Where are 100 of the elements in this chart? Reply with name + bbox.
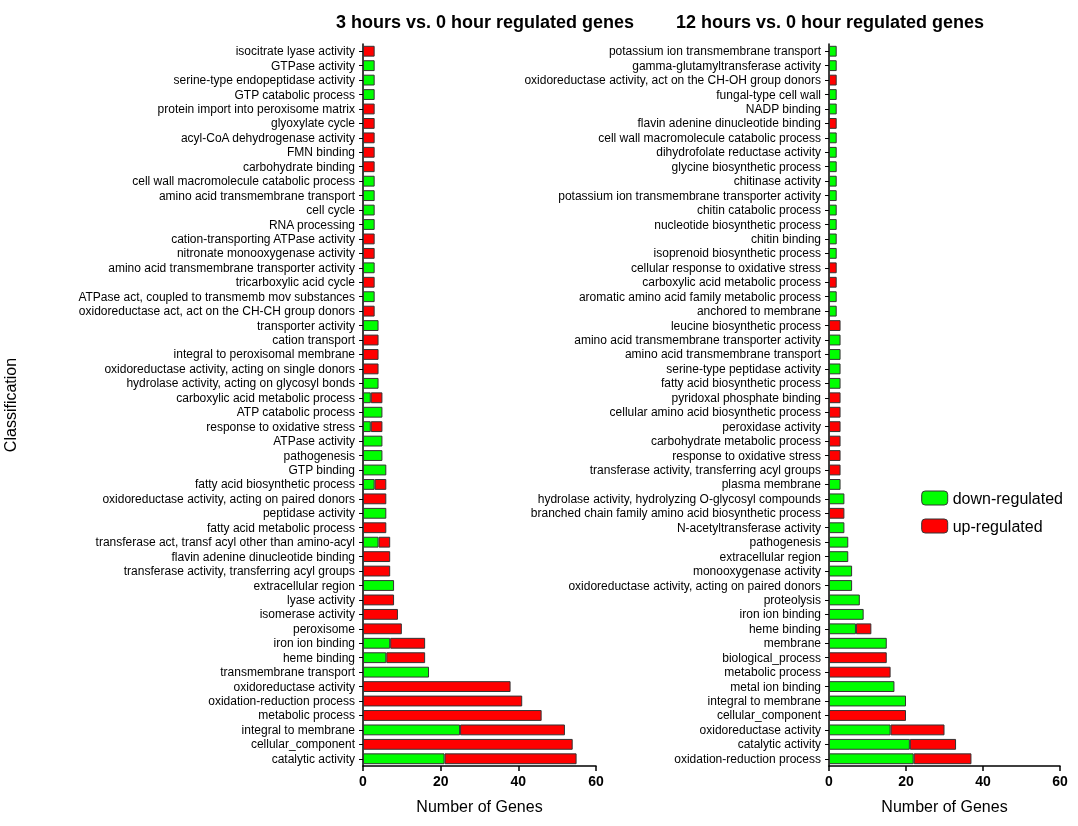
bar [829,349,841,360]
bar [829,89,837,100]
bar [363,435,383,447]
y-tick-label: iron ion binding [273,636,355,651]
bar [829,60,837,72]
y-tick-label: carbohydrate metabolic process [650,434,821,449]
x-tick-label: 60 [1052,773,1068,789]
bar [829,103,837,115]
y-tick-label: pathogenesis [749,535,821,550]
y-tick-label: catalytic activity [271,751,355,766]
bar [829,334,841,346]
y-tick-label: RNA processing [268,217,355,232]
bar [363,522,387,534]
y-tick-label: catalytic activity [737,737,821,752]
y-tick-label: oxidoreductase activity [699,722,821,737]
y-tick-label: nitronate monooxygenase activity [176,246,355,261]
bar [363,233,375,245]
y-tick-label: carboxylic acid metabolic process [642,275,821,290]
y-tick-label: fatty acid metabolic process [206,520,355,535]
y-tick-label: cell wall macromolecule catabolic process [132,174,355,189]
bar [829,666,891,678]
y-tick-label: potassium ion transmembrane transporter activity [558,188,821,203]
bar [829,132,837,144]
bar [829,247,837,259]
y-tick-label: cation transport [272,333,356,348]
y-tick-label: glycine biosynthetic process [671,159,821,174]
bar [829,536,849,548]
x-tick-label: 0 [359,773,368,789]
y-tick-label: amino acid transmembrane transport [624,347,822,362]
bar [829,637,887,649]
bar [829,522,845,534]
y-tick-label: fatty acid biosynthetic process [194,477,355,492]
y-tick-label: oxidation-reduction process [208,694,355,709]
bar [829,608,864,620]
legend-label: up-regulated [952,517,1043,535]
y-tick-label: heme binding [748,621,821,636]
y-tick-label: oxidoreductase activity, acting on paired donors [102,491,355,506]
y-tick-label: cell wall macromolecule catabolic process [598,130,821,145]
bar [829,262,837,274]
bar [363,262,375,274]
bar [829,652,887,664]
bar [363,565,391,577]
bar [829,291,837,303]
y-tick-label: pyridoxal phosphate binding [671,390,821,405]
y-tick-label: protein import into peroxisome matrix [157,101,355,116]
bar [829,190,837,202]
bar [829,565,853,577]
bar [363,738,573,750]
y-tick-label: transferase activity, transferring acyl groups [589,462,821,477]
y-tick-label: transporter activity [256,318,355,333]
y-tick-label: iron ion binding [739,607,821,622]
y-tick-label: heme binding [282,650,355,665]
bar [829,580,853,591]
y-tick-label: fatty acid biosynthetic process [660,376,821,391]
bar [363,305,375,317]
y-tick-label: FMN binding [286,145,355,160]
bar [363,493,387,505]
bar [363,118,375,129]
y-tick-label: dihydrofolate reductase activity [656,145,821,160]
y-tick-label: leucine biosynthetic process [670,318,821,333]
y-tick-label: hydrolase activity, hydrolyzing O-glycosyl compounds [537,491,821,506]
y-tick-label: metabolic process [724,665,821,680]
bar [829,146,837,158]
bar [829,479,841,490]
y-tick-label: aromatic amino acid family metabolic process [578,289,821,304]
bar [829,175,837,187]
bar [363,175,375,187]
bar [829,435,841,447]
y-tick-label: biological_process [722,650,821,665]
x-tick-label: 20 [432,773,449,789]
bar [363,45,375,57]
y-tick-label: peroxidase activity [722,419,821,434]
bar [829,219,837,230]
bar [363,464,387,476]
y-tick-label: peroxisome [292,621,356,636]
y-tick-label: ATP catabolic process [236,405,355,420]
bar [363,406,383,418]
y-tick-label: cellular amino acid biosynthetic process [609,405,821,420]
bar [363,146,375,158]
y-tick-label: GTP catabolic process [234,87,355,102]
x-tick-label: 60 [588,773,604,789]
y-tick-label: isoprenoid biosynthetic process [653,246,821,261]
y-tick-label: potassium ion transmembrane transport [608,44,822,59]
y-tick-label: plasma membrane [721,477,822,492]
y-tick-label: pathogenesis [283,448,355,463]
y-tick-label: acyl-CoA dehydrogenase activity [180,130,355,145]
y-tick-label: cellular_component [250,737,356,752]
y-tick-label: gamma-glutamyltransferase activity [632,58,821,73]
y-tick-label: transferase act, transf acyl other than amino-acyl [95,535,355,550]
y-tick-label: peptidase activity [262,506,355,521]
y-tick-label: oxidoreductase act, act on the CH-CH group donors [78,304,355,319]
y-tick-label: NADP binding [745,101,821,116]
bar [363,247,375,259]
bar [363,60,375,72]
y-tick-label: amino acid transmembrane transport [158,188,356,203]
bar [363,594,395,606]
bar [363,334,379,346]
y-tick-label: chitinase activity [733,174,821,189]
y-tick-label: integral to peroxisomal membrane [173,347,356,362]
y-tick-label: oxidoreductase activity, acting on single donors [104,361,355,376]
